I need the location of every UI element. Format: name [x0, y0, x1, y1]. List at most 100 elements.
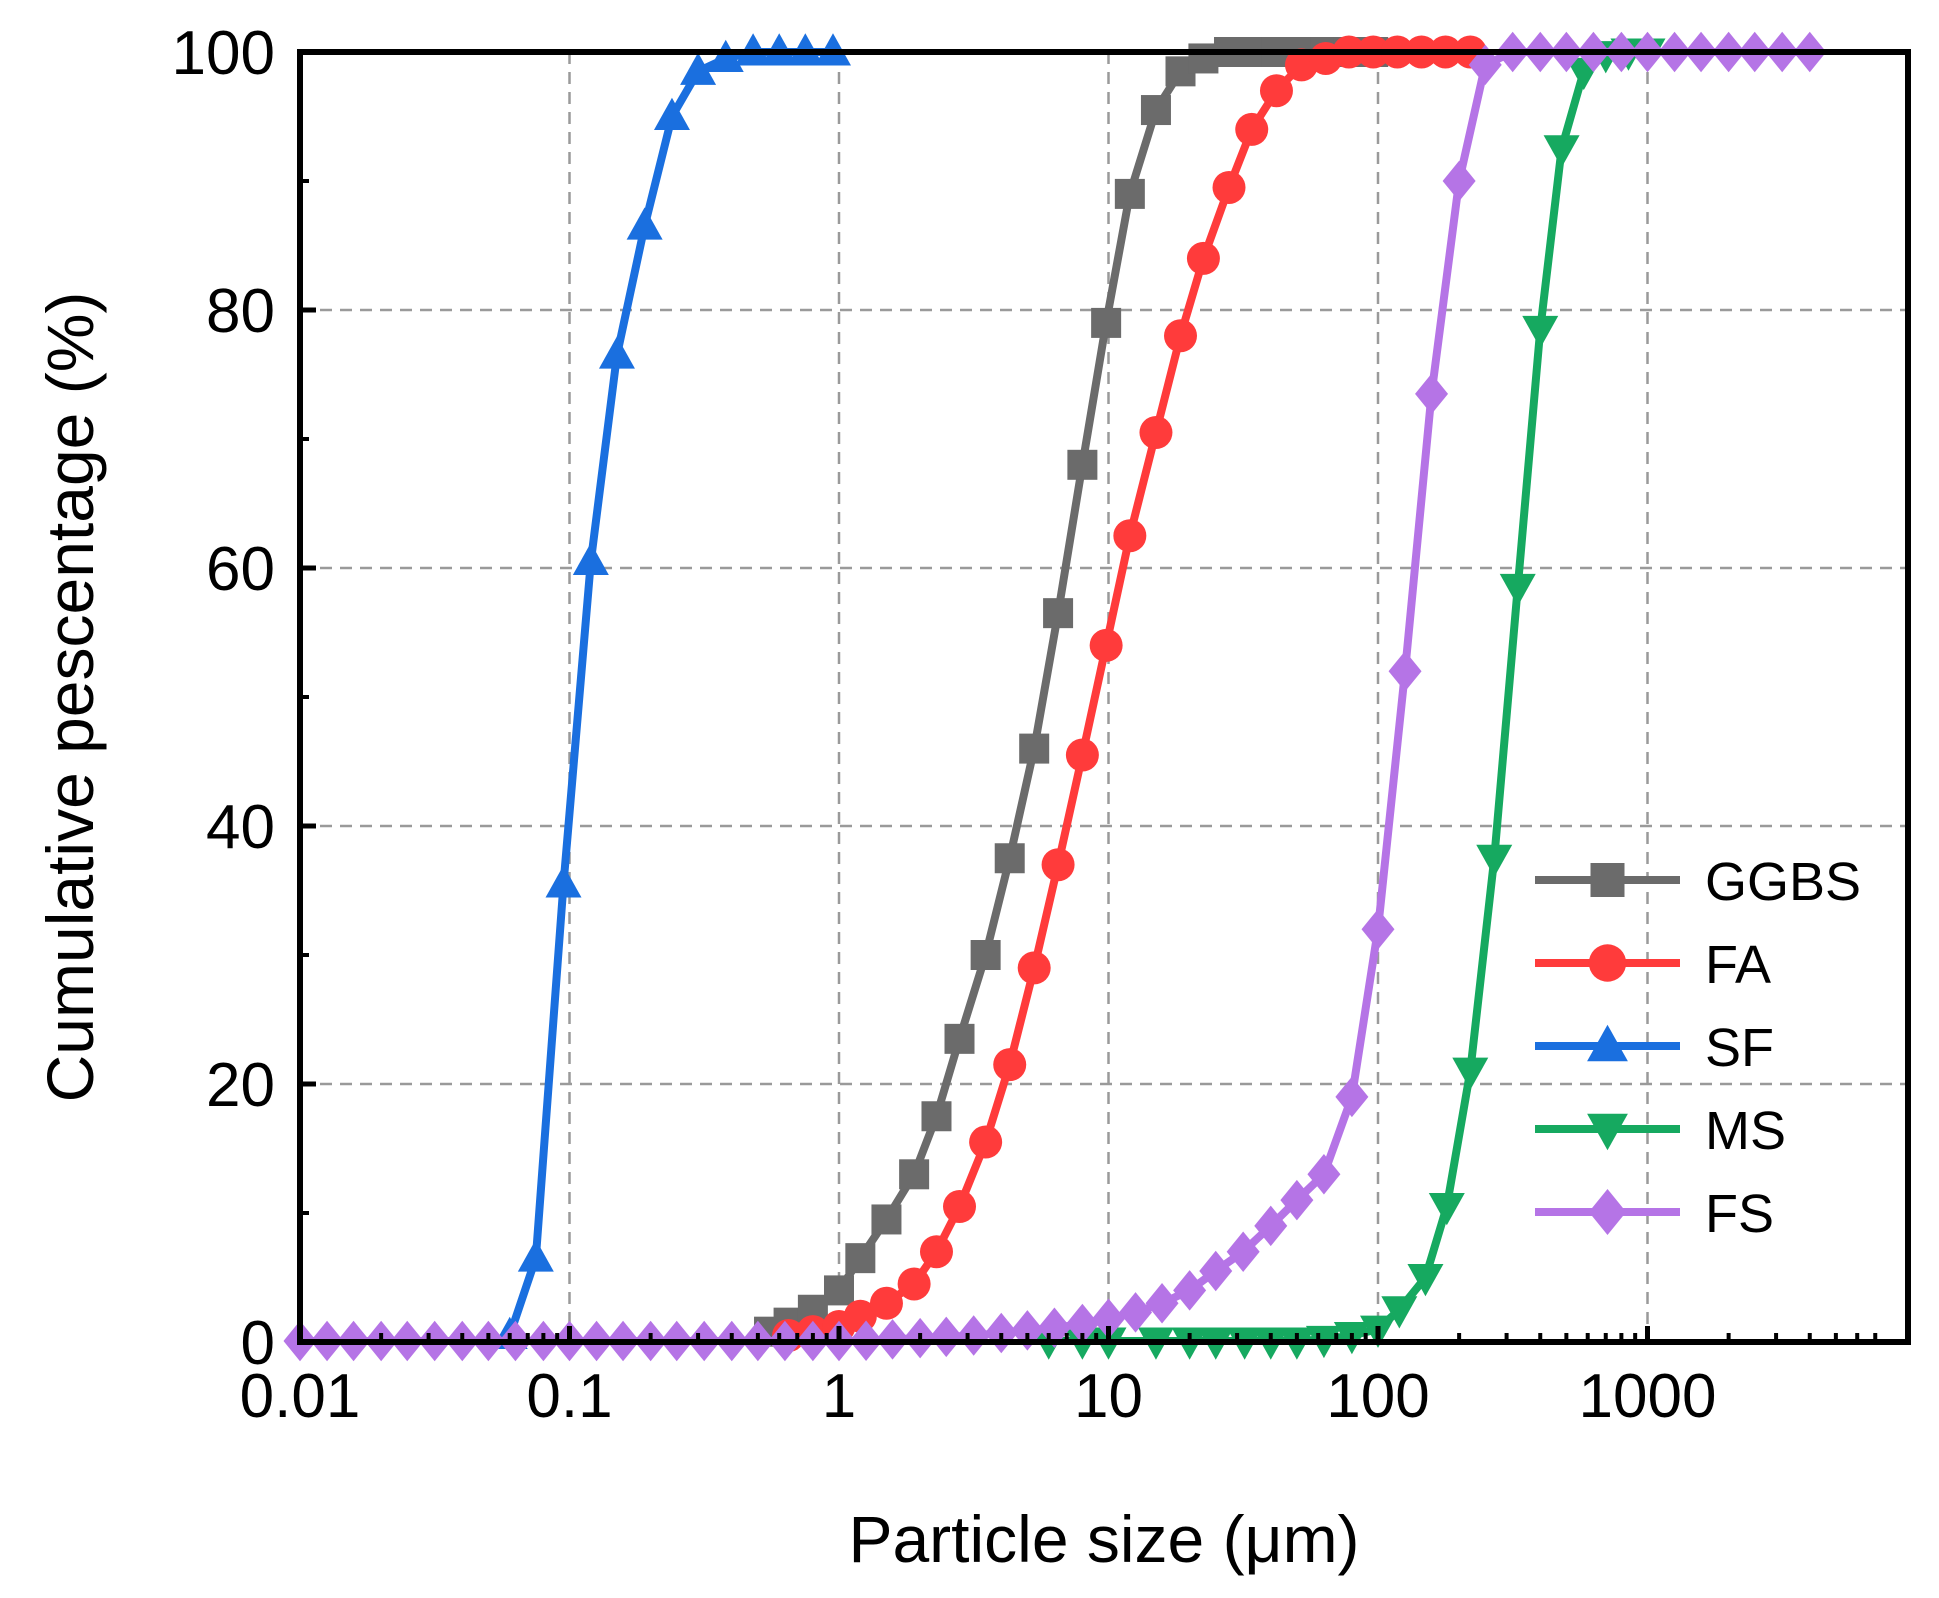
data-point-ms: [1522, 315, 1559, 349]
data-point-fs: [1145, 1283, 1179, 1324]
legend-marker-ggbs: [1590, 863, 1625, 897]
data-point-sf: [626, 207, 663, 240]
data-point-fa: [919, 1235, 953, 1269]
data-point-ggbs: [1019, 733, 1050, 764]
data-point-fs: [1388, 650, 1422, 692]
data-point-ms: [1407, 1264, 1444, 1297]
data-point-ms: [1381, 1296, 1418, 1329]
data-point-ggbs: [1114, 178, 1145, 209]
y-tick-label: 100: [172, 19, 275, 88]
data-point-sf: [680, 52, 717, 85]
x-tick-label: 1000: [1579, 1362, 1717, 1431]
data-point-ggbs: [921, 1101, 952, 1132]
x-tick-label: 0.01: [240, 1362, 361, 1431]
data-point-fa: [1186, 241, 1220, 275]
legend: GGBS FA SF MS FS: [1535, 852, 1861, 1244]
legend-item-ms: MS: [1535, 1101, 1786, 1161]
data-point-fa: [1235, 112, 1269, 146]
data-point-ggbs: [994, 843, 1025, 874]
data-point-ggbs: [1188, 43, 1219, 74]
data-point-fa: [1065, 738, 1099, 772]
data-point-ggbs: [1067, 449, 1098, 480]
y-axis-title: Cumulative pescentage (%): [33, 292, 107, 1103]
x-axis-title: Particle size (μm): [848, 1502, 1359, 1576]
data-point-fa: [993, 1048, 1027, 1082]
legend-item-ggbs: GGBS: [1535, 852, 1861, 912]
data-point-fa: [897, 1267, 931, 1301]
data-point-ggbs: [1043, 598, 1074, 629]
legend-label-ms: MS: [1705, 1101, 1786, 1161]
y-tick-label: 60: [206, 535, 275, 604]
legend-marker-fa: [1588, 944, 1627, 982]
data-point-fa: [1212, 170, 1246, 204]
data-point-fa: [869, 1286, 903, 1320]
legend-item-fs: FS: [1535, 1184, 1774, 1244]
data-point-fs: [1280, 1179, 1314, 1221]
legend-label-sf: SF: [1705, 1018, 1774, 1078]
ticks: 0.01 0.1 1 10 100 1000 0 20 40 60 80 100: [172, 19, 1878, 1431]
legend-label-fa: FA: [1705, 935, 1771, 995]
legend-item-fa: FA: [1535, 935, 1771, 995]
data-point-fs: [957, 1315, 991, 1356]
data-point-fa: [1164, 319, 1198, 353]
data-point-ggbs: [871, 1204, 902, 1235]
data-point-sf: [572, 542, 609, 576]
data-point-fs: [1065, 1303, 1099, 1345]
data-point-ms: [1543, 135, 1580, 168]
data-point-fs: [1173, 1270, 1207, 1311]
data-point-ms: [1452, 1057, 1489, 1090]
data-point-fa: [1259, 74, 1293, 108]
data-point-ms: [1476, 844, 1513, 877]
data-point-fs: [1254, 1205, 1288, 1247]
data-point-fa: [1089, 628, 1123, 662]
x-tick-label: 10: [1074, 1362, 1143, 1431]
data-point-sf: [545, 865, 582, 898]
data-point-fs: [1442, 160, 1476, 202]
x-tick-label: 100: [1326, 1362, 1429, 1431]
data-point-fa: [1041, 848, 1075, 882]
x-tick-label: 1: [822, 1362, 856, 1431]
data-point-ms: [1428, 1193, 1465, 1226]
data-point-fs: [1037, 1307, 1071, 1349]
data-point-ggbs: [899, 1159, 930, 1190]
data-point-fs: [1335, 1076, 1369, 1118]
data-point-fs: [929, 1316, 963, 1358]
data-point-ggbs: [1091, 307, 1122, 338]
data-point-fa: [969, 1125, 1003, 1159]
data-point-sf: [517, 1239, 554, 1272]
data-point-fs: [1307, 1154, 1341, 1195]
data-point-fs: [1119, 1292, 1153, 1333]
data-point-ggbs: [970, 940, 1001, 970]
data-point-sf: [707, 39, 744, 72]
data-point-fs: [1092, 1298, 1125, 1340]
y-tick-label: 40: [206, 793, 275, 862]
data-point-fs: [1415, 373, 1449, 415]
data-point-fa: [1017, 951, 1051, 985]
data-point-ggbs: [845, 1243, 876, 1274]
data-point-ggbs: [1140, 95, 1171, 126]
series-fa: [772, 35, 1487, 1353]
x-tick-label: 0.1: [526, 1362, 612, 1431]
legend-label-fs: FS: [1705, 1184, 1774, 1244]
data-point-ggbs: [944, 1023, 975, 1054]
data-point-ggbs: [824, 1275, 854, 1306]
y-tick-label: 20: [206, 1051, 275, 1120]
legend-marker-ms: [1587, 1113, 1628, 1151]
legend-marker-fs: [1588, 1189, 1627, 1235]
legend-marker-sf: [1587, 1024, 1628, 1062]
data-point-fs: [1226, 1231, 1260, 1272]
data-point-fa: [1113, 519, 1147, 553]
grid: [300, 52, 1908, 1342]
data-point-fa: [1139, 416, 1173, 450]
y-tick-label: 0: [241, 1309, 275, 1378]
legend-item-sf: SF: [1535, 1018, 1774, 1078]
legend-label-ggbs: GGBS: [1705, 852, 1861, 912]
y-tick-label: 80: [206, 277, 275, 346]
data-point-fa: [943, 1190, 977, 1224]
data-point-fs: [1361, 908, 1395, 950]
data-point-ms: [1499, 573, 1536, 607]
data-point-sf: [653, 97, 690, 130]
data-point-fs: [1199, 1250, 1233, 1292]
data-point-sf: [598, 336, 635, 369]
